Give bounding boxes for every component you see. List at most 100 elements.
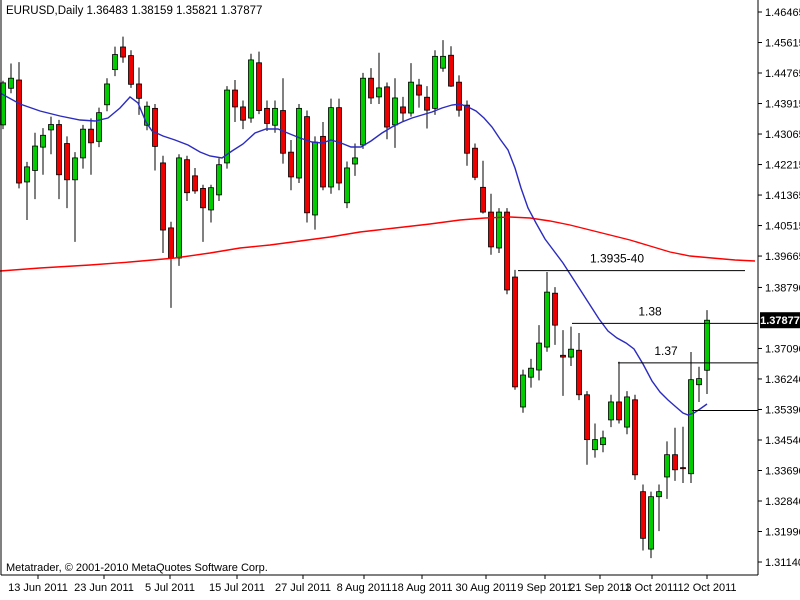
price-tick-label: 1.46465 [765,7,800,19]
bull-candle [32,145,38,171]
price-tick-label: 1.36240 [765,374,800,386]
price-tick-label: 1.39665 [765,251,800,263]
bear-candle [256,62,262,111]
bull-candle [296,107,302,179]
bear-candle [424,96,430,111]
bull-candle [688,379,694,475]
bull-candle [40,134,46,148]
bear-candle [560,354,566,358]
bull-candle [248,59,254,119]
bull-candle [112,54,118,71]
price-tick-label: 1.31990 [765,527,800,539]
bear-candle [640,491,646,539]
chart-title: EURUSD,Daily 1.36483 1.38159 1.35821 1.3… [6,5,262,17]
price-tick-label: 1.32840 [765,496,800,508]
bear-candle [88,128,94,144]
bull-candle [224,89,230,164]
price-tick-label: 1.34540 [765,435,800,447]
bear-candle [456,81,462,111]
bear-candle [120,46,126,58]
copyright-text: Metatrader, © 2001-2010 MetaQuotes Softw… [6,562,268,574]
price-tick-label: 1.43065 [765,129,800,141]
bull-candle [440,55,446,69]
date-tick-label: 23 Jun 2011 [74,582,134,594]
price-axis[interactable]: 1.46465 1.45615 1.44765 1.43915 1.43065 1.422… [758,7,800,569]
bull-candle [568,348,574,358]
bull-candle [80,128,86,159]
bull-candle [592,439,598,451]
moving-averages-layer [0,92,756,416]
price-tick-label: 1.44765 [765,68,800,80]
annotation-label: 1.3935-40 [590,252,644,266]
date-tick-label: 15 Jul 2011 [209,582,265,594]
bear-candle [384,86,390,128]
bull-candle [72,157,78,181]
bull-candle [624,396,630,428]
price-tick-label: 1.45615 [765,38,800,50]
bull-candle [352,157,358,165]
bear-candle [128,55,134,85]
bull-candle [312,141,318,216]
bull-candle [648,496,654,550]
candles-layer [0,36,710,559]
bull-candle [520,374,526,408]
bear-candle [160,162,166,231]
date-tick-label: 21 Sep 2011 [569,582,631,594]
price-tick-label: 1.31140 [765,557,800,569]
bull-candle [408,81,414,114]
bear-candle [616,401,622,421]
price-tick-label: 1.43915 [765,99,800,111]
price-tick-label: 1.33690 [765,465,800,477]
bull-candle [528,367,534,378]
bull-candle [360,77,366,146]
bear-candle [448,54,454,87]
bull-candle [104,83,110,106]
date-tick-label: 3 Oct 2011 [626,582,679,594]
bull-candle [392,97,398,126]
bear-candle [64,143,70,181]
bull-candle [144,105,150,126]
bear-candle [672,454,678,471]
bull-candle [608,401,614,421]
bear-candle [416,84,422,96]
bear-candle [680,467,686,470]
current-price-marker: 1.37877 [760,312,800,329]
bear-candle [552,292,558,326]
time-axis[interactable]: 13 Jun 2011 23 Jun 2011 5 Jul 2011 15 Jul 2… [8,575,737,594]
bear-candle [504,211,510,291]
bear-candle [512,276,518,388]
bear-candle [576,349,582,396]
bull-candle [704,319,710,371]
bear-candle [136,83,142,99]
bear-candle [288,151,294,178]
bull-candle [656,491,662,498]
date-tick-label: 12 Oct 2011 [677,582,736,594]
bull-candle [176,157,182,259]
bull-candle [664,454,670,478]
bull-candle [536,342,542,371]
bear-candle [488,211,494,248]
bull-candle [208,187,214,211]
bear-candle [200,187,206,209]
date-tick-label: 30 Aug 2011 [456,582,517,594]
bull-candle [272,107,278,126]
annotation-label: 1.38 [638,304,662,318]
bull-candle [216,164,222,196]
bear-candle [472,147,478,178]
bear-candle [192,175,198,192]
date-tick-label: 5 Jul 2011 [145,582,195,594]
price-tick-label: 1.41365 [765,190,800,202]
annotation-lines-layer: 1.3935-40 1.38 1.37 [518,252,758,412]
bull-candle [8,77,14,89]
price-tick-label: 1.40515 [765,221,800,233]
current-price-box [760,312,800,329]
bear-candle [368,77,374,99]
bear-candle [320,135,326,188]
bull-candle [600,437,606,446]
bull-candle [328,107,334,188]
bull-candle [496,211,502,249]
slow-ma-red-line [0,216,756,272]
